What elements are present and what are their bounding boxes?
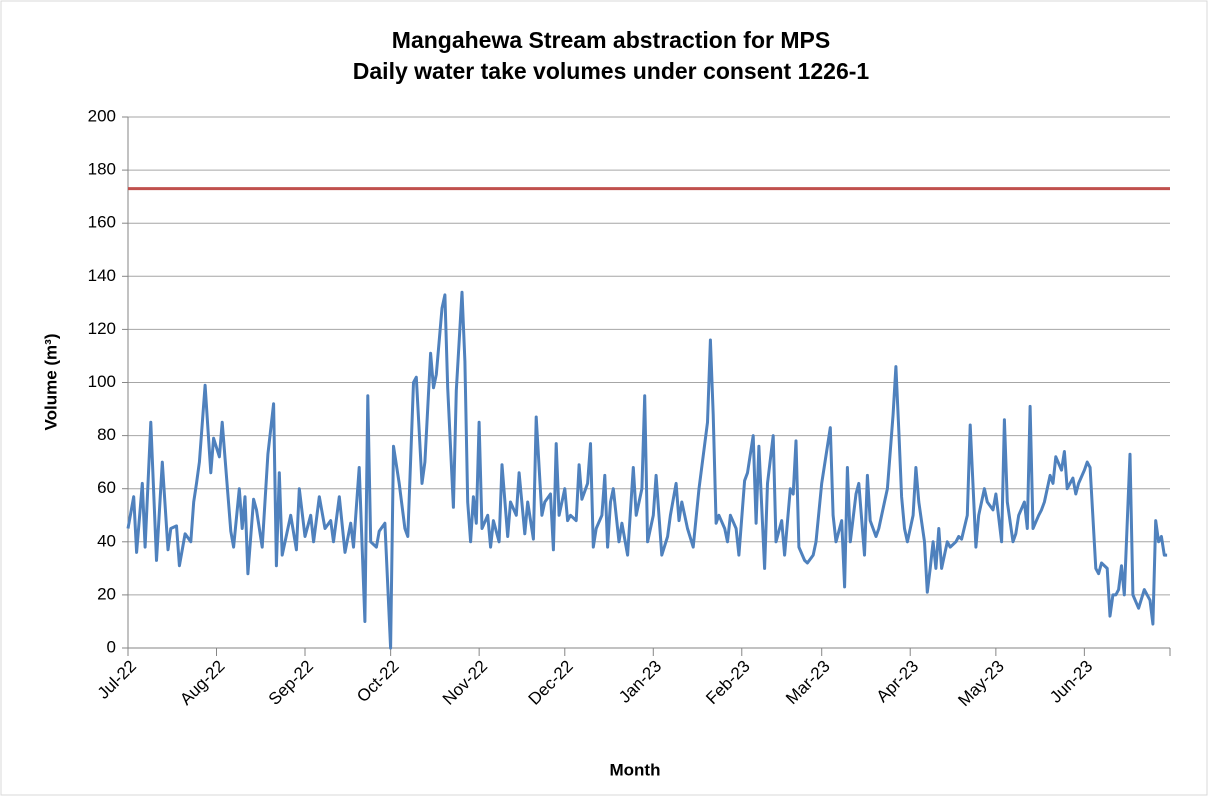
y-tick-label: 20 — [97, 584, 116, 603]
chart-title: Mangahewa Stream abstraction for MPS — [392, 27, 830, 53]
y-tick-label: 0 — [107, 637, 116, 656]
y-tick-label: 60 — [97, 478, 116, 497]
y-tick-label: 40 — [97, 531, 116, 550]
y-tick-label: 140 — [88, 266, 116, 285]
data-line — [126, 290, 1168, 650]
y-tick-label: 200 — [88, 106, 116, 125]
x-axis-title: Month — [610, 760, 661, 779]
y-tick-label: 120 — [88, 319, 116, 338]
y-tick-label: 100 — [88, 372, 116, 391]
y-tick-label: 80 — [97, 425, 116, 444]
y-axis-title: Volume (m³) — [41, 334, 60, 431]
y-tick-label: 180 — [88, 160, 116, 179]
y-tick-label: 160 — [88, 213, 116, 232]
chart-subtitle: Daily water take volumes under consent 1… — [353, 58, 870, 84]
